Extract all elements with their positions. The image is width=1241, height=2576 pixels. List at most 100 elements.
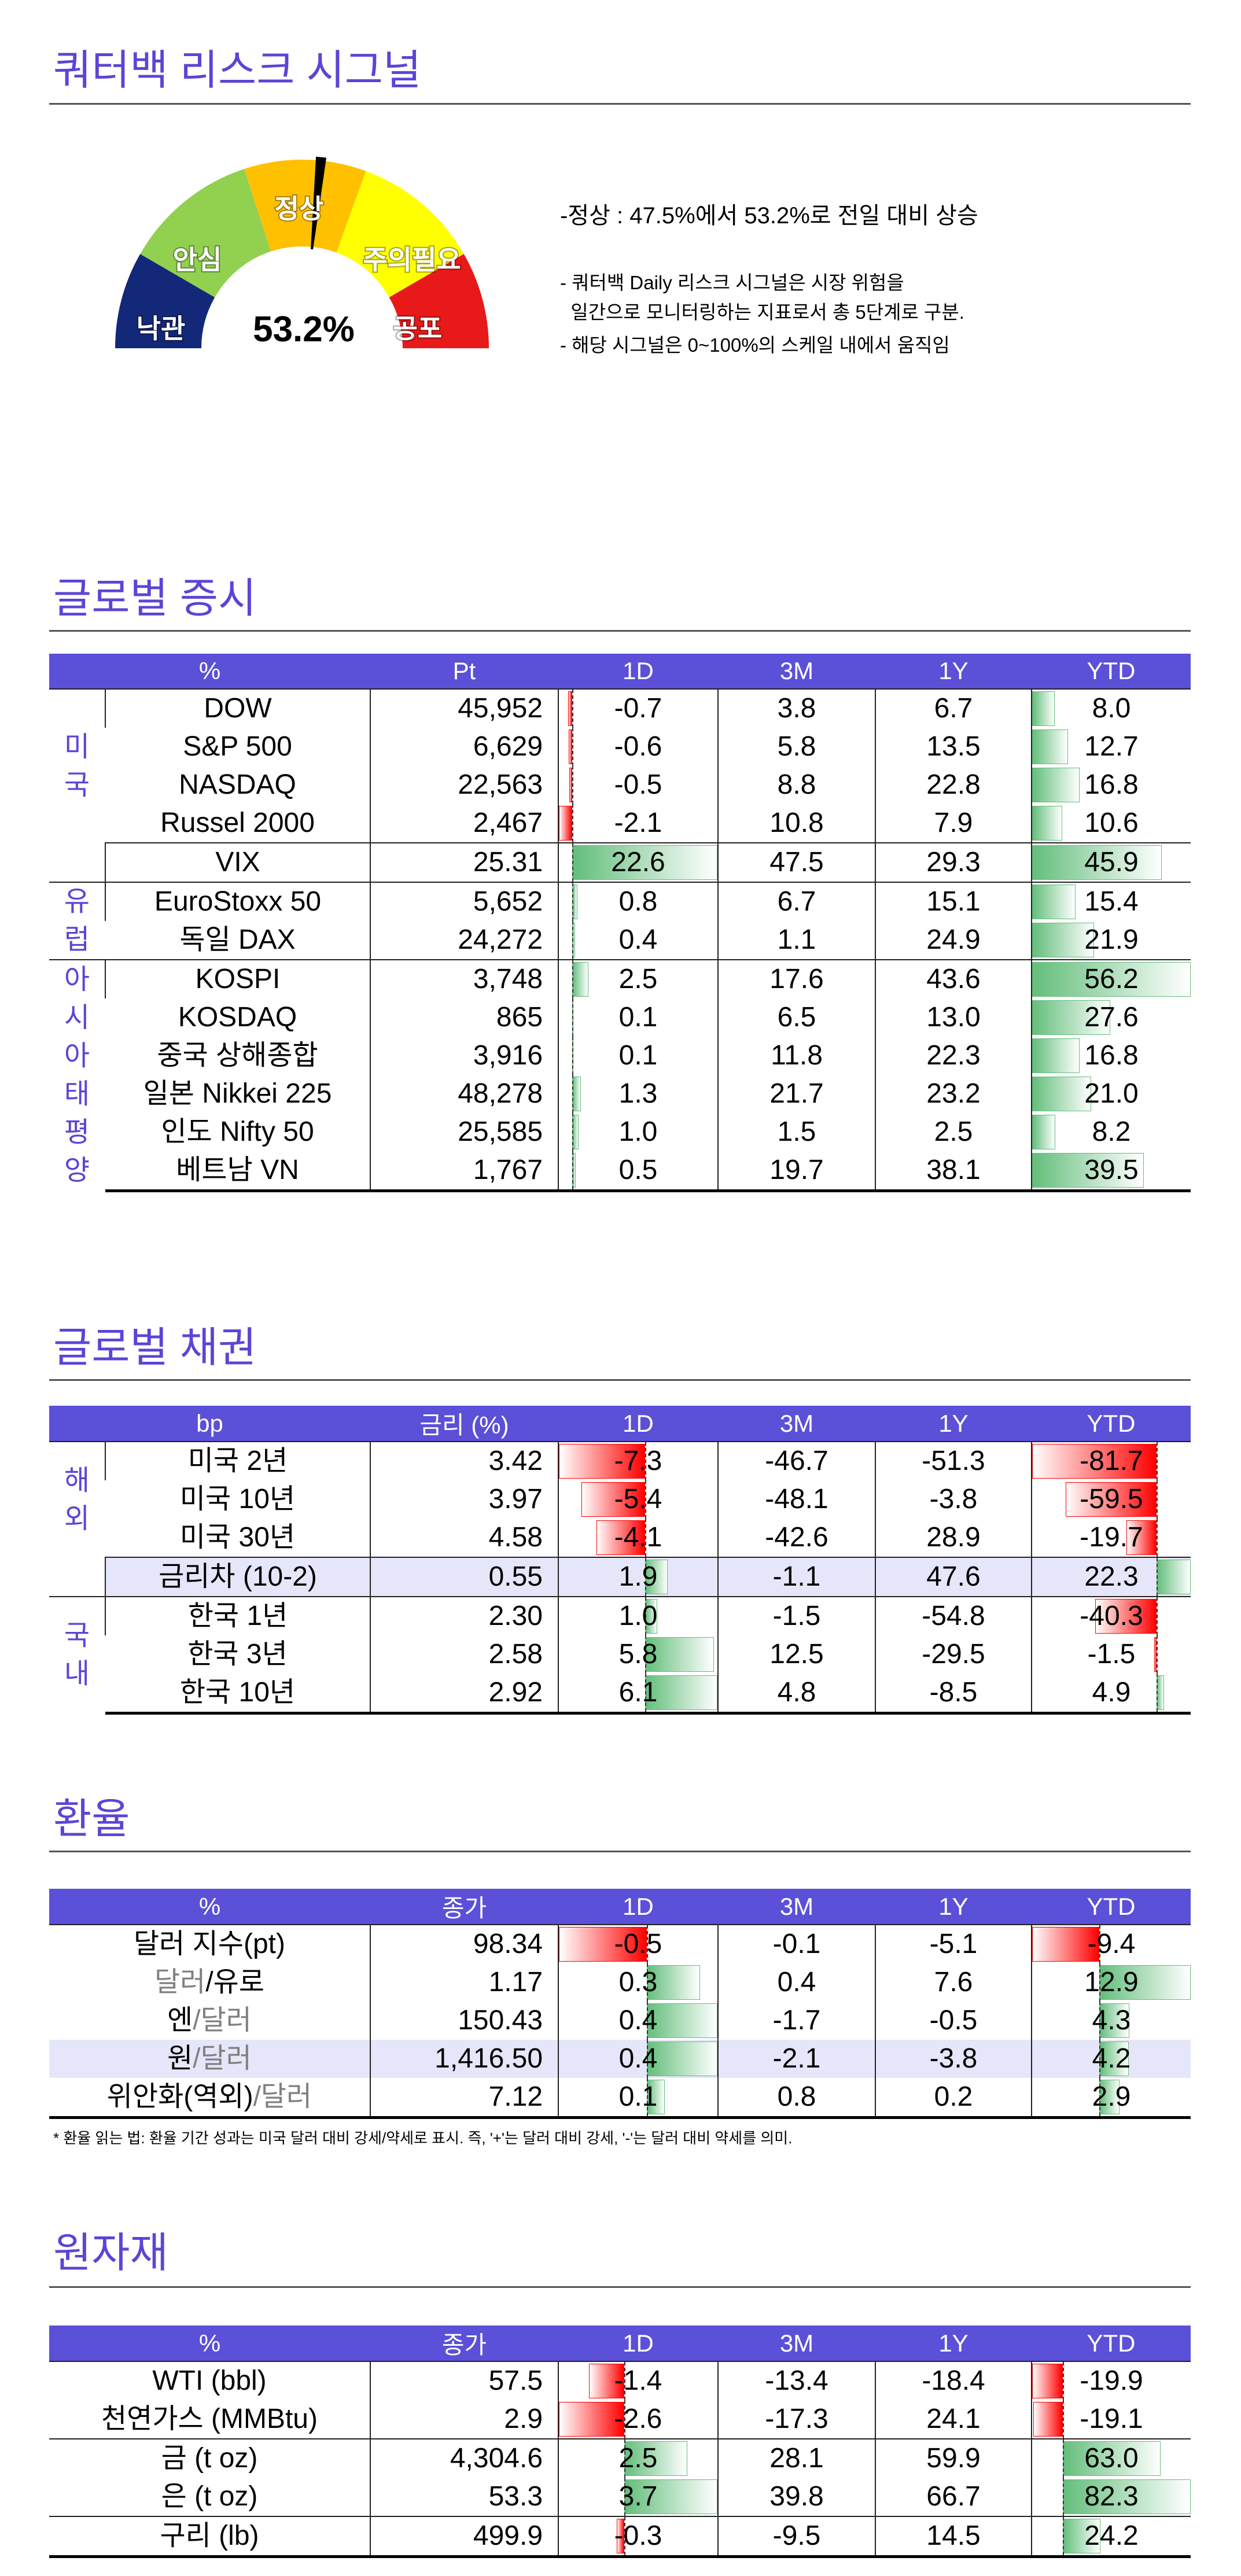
section-title-bonds: 글로벌 채권: [53, 1325, 257, 1371]
cell-ytd: 4.2: [1031, 2040, 1191, 2078]
header-value: 종가: [370, 2326, 559, 2361]
row-name: 독일 DAX: [105, 921, 370, 960]
data-bar: [645, 1675, 717, 1710]
cell-d1: -0.5: [558, 1924, 719, 1963]
cell-d1: 1.0: [558, 1596, 718, 1635]
cell-d1: 22.6: [558, 842, 719, 882]
cell-m3: 28.1: [717, 2438, 876, 2478]
cell-ytd: -1.5: [1031, 1635, 1191, 1674]
cell-ytd: 4.9: [1031, 1674, 1191, 1715]
table-row: S&P 500 6,629 -0.6 5.8 13.5 12.7: [49, 728, 1191, 766]
cell-value: 45,952: [370, 688, 559, 728]
cell-ytd: 63.0: [1031, 2438, 1191, 2478]
row-name-part: DOW: [204, 693, 272, 724]
data-bar: [647, 2041, 717, 2076]
group-label: [49, 843, 105, 882]
row-name-part: /달러: [193, 2043, 252, 2074]
cell-y1: 29.3: [875, 842, 1032, 882]
gauge-label-optimism: 낙관: [137, 314, 186, 344]
cell-y1: 7.9: [875, 804, 1032, 843]
bar-axis: [572, 1037, 574, 1075]
fx-table: % 종가 1D 3M 1Y YTD 달러 지수(pt) 98.34 -0.5 -0.1 -5.1 -9…: [49, 1889, 1191, 2119]
cell-d1: 3.7: [558, 2478, 719, 2516]
row-name: 한국 3년: [105, 1635, 370, 1674]
cell-y1: 24.9: [875, 921, 1032, 960]
bar-axis: [624, 2517, 626, 2555]
table-row: NASDAQ 22,563 -0.5 8.8 22.8 16.8: [49, 766, 1191, 804]
signal-summary: -정상 : 47.5%에서 53.2%로 전일 대비 상승: [560, 203, 978, 229]
bar-axis: [645, 1558, 647, 1596]
cell-m3: -46.7: [717, 1441, 875, 1480]
cell-d1: -0.7: [558, 688, 719, 728]
cell-ytd: -19.1: [1031, 2400, 1191, 2439]
row-name: 중국 상해종합: [105, 1037, 370, 1075]
row-name: 미국 2년: [105, 1441, 370, 1480]
bar-axis: [624, 2478, 626, 2516]
cell-m3: -9.5: [717, 2516, 876, 2558]
cell-m3: -42.6: [717, 1519, 875, 1557]
cell-d1: 0.4: [558, 2002, 719, 2040]
cell-value: 150.43: [370, 2002, 559, 2040]
data-bar: [1063, 2441, 1161, 2476]
header-1d: 1D: [558, 654, 719, 689]
bar-axis: [572, 1113, 574, 1151]
cell-d1: 0.1: [558, 2078, 719, 2119]
data-bar: [1126, 1520, 1157, 1555]
row-name-part: KOSPI: [195, 964, 281, 994]
row-name: DOW: [104, 688, 371, 728]
data-bar: [1032, 1115, 1055, 1149]
bar-axis: [1063, 2478, 1065, 2516]
cell-ytd: 2.9: [1031, 2078, 1191, 2119]
fx-footnote: * 환율 읽는 법: 환율 기간 성과는 미국 달러 대비 강세/약세로 표시.…: [53, 2129, 793, 2147]
cell-d1: -5.4: [558, 1480, 718, 1519]
cell-m3: 39.8: [717, 2478, 876, 2516]
cell-value: 2,467: [370, 804, 559, 843]
cell-y1: -3.8: [875, 2040, 1032, 2078]
row-name: 금리차 (10-2): [105, 1557, 370, 1597]
gauge-label-normal: 정상: [275, 194, 324, 224]
cell-y1: 47.6: [875, 1557, 1032, 1597]
cell-y1: -51.3: [875, 1441, 1032, 1480]
cell-value: 4,304.6: [370, 2438, 559, 2478]
cell-m3: -48.1: [717, 1480, 875, 1519]
table-header: % 종가 1D 3M 1Y YTD: [49, 1889, 1191, 1925]
section-title-commodities: 원자재: [53, 2230, 168, 2276]
commodities-table: % 종가 1D 3M 1Y YTD WTI (bbl) 57.5 -1.4 -13.4 -18.4-…: [49, 2326, 1191, 2558]
cell-d1: 2.5: [558, 959, 719, 998]
cell-value: 3,748: [370, 959, 559, 998]
table-row: 은 (t oz) 53.3 3.7 39.8 66.7 82.3: [49, 2478, 1191, 2516]
section-divider: [49, 630, 1191, 632]
table-row: 유럽 EuroStoxx 50 5,652 0.8 6.7 15.1 15.4: [49, 882, 1191, 960]
bar-axis: [1063, 2439, 1065, 2478]
data-bar: [1154, 1637, 1157, 1672]
header-label: bp: [49, 1406, 370, 1442]
data-bar: [1099, 2003, 1130, 2038]
risk-signal-gauge: 낙관 안심 정상 주의필요 공포 53.2%: [115, 156, 489, 349]
row-name-part: 위안화(역외): [106, 2081, 253, 2112]
cell-y1: 14.5: [875, 2516, 1032, 2558]
table-row: WTI (bbl) 57.5 -1.4 -13.4 -18.4 -19.9: [49, 2361, 1191, 2400]
table-header: % 종가 1D 3M 1Y YTD: [49, 2326, 1191, 2361]
data-bar: [559, 2402, 625, 2437]
gauge-label-fear: 공포: [393, 314, 443, 344]
data-bar: [647, 2080, 665, 2114]
cell-d1: 0.1: [558, 998, 719, 1037]
cell-value: 865: [370, 998, 559, 1037]
cell-y1: -54.8: [875, 1596, 1032, 1635]
cell-value: 22,563: [370, 766, 559, 804]
bar-axis: [572, 804, 574, 842]
bar-axis: [572, 690, 574, 728]
section-title-equities: 글로벌 증시: [53, 576, 257, 622]
cell-ytd: 22.3: [1031, 1557, 1191, 1597]
data-bar: [596, 1520, 646, 1555]
cell-value: 2.92: [370, 1674, 558, 1715]
cell-ytd: 82.3: [1031, 2478, 1191, 2516]
row-name-part: 원: [167, 2043, 193, 2074]
row-name: 금 (t oz): [49, 2438, 371, 2478]
cell-m3: -2.1: [717, 2040, 876, 2078]
row-name-part: 중국 상해종합: [157, 1040, 318, 1071]
header-1y: 1Y: [875, 2326, 1032, 2361]
row-name: S&P 500: [105, 728, 370, 766]
cell-value: 1,416.50: [370, 2040, 559, 2078]
cell-y1: 66.7: [875, 2478, 1032, 2516]
